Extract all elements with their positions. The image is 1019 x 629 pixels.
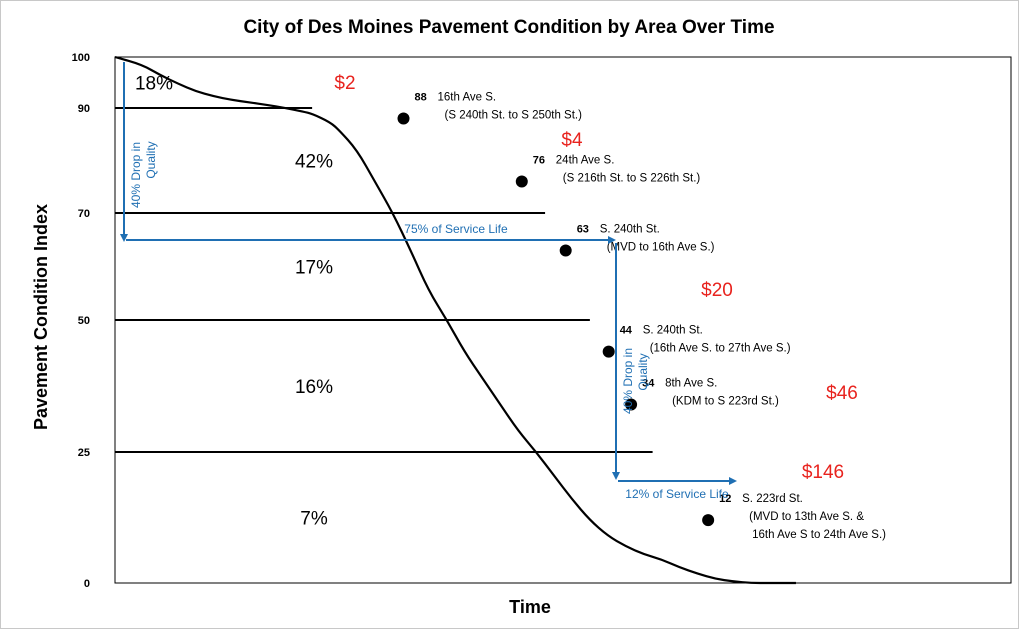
data-point [559, 244, 572, 257]
point-value: 12 [719, 493, 731, 505]
point-street: S. 240th St. [643, 325, 703, 337]
annotation-second-drop: 40% Drop in Quality [612, 243, 650, 480]
data-point [397, 112, 410, 125]
cost-label: $2 [334, 73, 355, 94]
band-share-label: 18% [135, 74, 173, 95]
data-point [625, 398, 638, 411]
band-share-label: 16% [295, 377, 333, 398]
band-percentages: 18% 42% 17% 16% 7% [135, 74, 333, 530]
annotation-service-life-12: 12% of Service Life [618, 477, 737, 501]
condition-curve [114, 55, 796, 585]
data-point [515, 175, 528, 188]
point-street: S. 223rd St. [742, 493, 803, 505]
data-points: 88 16th Ave S. (S 240th St. to S 250th St.… [397, 92, 886, 541]
point-segment: (MVD to 13th Ave S. & [749, 511, 864, 523]
cost-label: $4 [561, 130, 583, 151]
drop-text-line1: 40% Drop in [621, 348, 635, 414]
band-share-label: 17% [295, 258, 333, 279]
drop-text-line2: Quality [636, 353, 650, 390]
point-segment: (16th Ave S. to 27th Ave S.) [650, 343, 791, 355]
point-value: 44 [620, 325, 633, 337]
service-life-text: 75% of Service Life [404, 222, 508, 236]
service-life-text: 12% of Service Life [625, 487, 729, 501]
drop-text-line2: Quality [144, 141, 158, 178]
y-tick-label: 90 [78, 103, 90, 115]
cost-label: $20 [701, 280, 733, 301]
y-tick-label: 25 [78, 447, 90, 459]
point-street: S. 240th St. [600, 223, 660, 235]
point-street: 8th Ave S. [665, 377, 717, 389]
point-segment: (S 216th St. to S 226th St.) [563, 173, 701, 185]
band-share-label: 7% [300, 509, 328, 530]
y-tick-label: 50 [78, 315, 90, 327]
point-value: 76 [533, 155, 545, 167]
data-point [602, 345, 615, 358]
annotation-service-life-75: 75% of Service Life [126, 222, 616, 244]
point-street: 16th Ave S. [438, 92, 497, 104]
point-value: 63 [577, 223, 589, 235]
y-tick-label: 100 [72, 52, 90, 64]
y-axis-ticks: 100 90 70 50 25 0 [72, 52, 90, 590]
chart-title: City of Des Moines Pavement Condition by… [243, 17, 774, 38]
drop-text-line1: 40% Drop in [129, 142, 143, 208]
y-tick-label: 70 [78, 208, 90, 220]
y-tick-label: 0 [84, 578, 90, 590]
x-axis-label: Time [509, 597, 551, 617]
cost-label: $146 [802, 462, 844, 483]
point-segment: 16th Ave S to 24th Ave S.) [752, 529, 886, 541]
band-share-label: 42% [295, 152, 333, 173]
data-point [702, 514, 715, 527]
point-value: 34 [642, 377, 655, 389]
cost-label: $46 [826, 383, 858, 404]
point-segment: (KDM to S 223rd St.) [672, 395, 779, 407]
point-value: 88 [415, 92, 427, 104]
point-segment: (S 240th St. to S 250th St.) [445, 110, 583, 122]
point-segment: (MVD to 16th Ave S.) [607, 241, 715, 253]
y-axis-label: Pavement Condition Index [31, 204, 51, 430]
point-street: 24th Ave S. [556, 155, 615, 167]
annotation-first-drop: 40% Drop in Quality [120, 62, 158, 242]
